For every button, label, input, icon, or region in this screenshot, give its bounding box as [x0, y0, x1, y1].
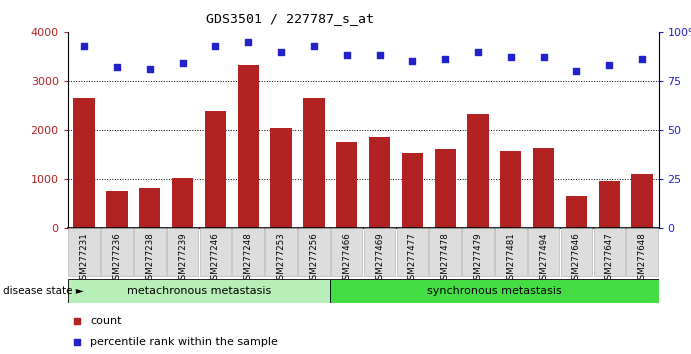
Bar	[533, 148, 554, 228]
FancyBboxPatch shape	[626, 228, 658, 276]
Text: GSM277647: GSM277647	[605, 232, 614, 285]
FancyBboxPatch shape	[298, 228, 330, 276]
Text: GSM277646: GSM277646	[572, 232, 581, 285]
FancyBboxPatch shape	[68, 228, 100, 276]
Point	[604, 62, 615, 68]
Bar	[303, 98, 325, 228]
FancyBboxPatch shape	[397, 228, 428, 276]
Point	[210, 43, 221, 48]
Text: GSM277239: GSM277239	[178, 232, 187, 285]
Text: GSM277246: GSM277246	[211, 232, 220, 285]
Text: metachronous metastasis: metachronous metastasis	[127, 286, 271, 296]
FancyBboxPatch shape	[363, 228, 395, 276]
FancyBboxPatch shape	[528, 228, 560, 276]
Text: GSM277248: GSM277248	[244, 232, 253, 285]
Text: GDS3501 / 227787_s_at: GDS3501 / 227787_s_at	[206, 12, 375, 25]
Point	[308, 43, 319, 48]
Text: GSM277478: GSM277478	[441, 232, 450, 285]
Text: percentile rank within the sample: percentile rank within the sample	[90, 337, 278, 348]
FancyBboxPatch shape	[594, 228, 625, 276]
Bar	[500, 151, 522, 228]
FancyBboxPatch shape	[68, 279, 330, 303]
Point	[341, 53, 352, 58]
FancyBboxPatch shape	[429, 228, 461, 276]
FancyBboxPatch shape	[331, 228, 363, 276]
Bar	[369, 137, 390, 228]
Text: GSM277466: GSM277466	[342, 232, 351, 285]
Text: GSM277231: GSM277231	[79, 232, 88, 285]
Bar	[270, 128, 292, 228]
Bar	[566, 196, 587, 228]
Text: GSM277648: GSM277648	[638, 232, 647, 285]
FancyBboxPatch shape	[167, 228, 198, 276]
Bar	[73, 98, 95, 228]
Point	[79, 43, 90, 48]
Text: GSM277256: GSM277256	[310, 232, 319, 285]
Point	[177, 61, 188, 66]
Text: GSM277238: GSM277238	[145, 232, 154, 285]
Point	[439, 57, 451, 62]
Point	[407, 58, 418, 64]
Point	[538, 55, 549, 60]
FancyBboxPatch shape	[495, 228, 527, 276]
Point	[144, 66, 155, 72]
Bar	[598, 181, 620, 228]
Point	[438, 224, 449, 229]
Point	[505, 55, 516, 60]
Bar	[172, 178, 193, 228]
FancyBboxPatch shape	[560, 228, 592, 276]
Bar	[336, 142, 357, 228]
Point	[243, 39, 254, 45]
Text: GSM277236: GSM277236	[113, 232, 122, 285]
Bar	[435, 149, 456, 228]
Text: GSM277477: GSM277477	[408, 232, 417, 285]
Bar	[632, 174, 653, 228]
FancyBboxPatch shape	[462, 228, 494, 276]
Point	[374, 53, 385, 58]
Text: GSM277494: GSM277494	[539, 232, 548, 285]
FancyBboxPatch shape	[200, 228, 231, 276]
Point	[636, 57, 647, 62]
FancyBboxPatch shape	[134, 228, 166, 276]
Text: GSM277481: GSM277481	[507, 232, 515, 285]
FancyBboxPatch shape	[101, 228, 133, 276]
Point	[111, 64, 122, 70]
Text: GSM277253: GSM277253	[276, 232, 285, 285]
Bar	[467, 114, 489, 228]
Bar	[139, 188, 160, 228]
Text: disease state ►: disease state ►	[3, 286, 84, 296]
Bar	[106, 192, 128, 228]
FancyBboxPatch shape	[232, 228, 264, 276]
Point	[571, 68, 582, 74]
Text: GSM277479: GSM277479	[473, 232, 482, 285]
Text: count: count	[90, 316, 122, 326]
Point	[473, 48, 484, 54]
Bar	[205, 112, 226, 228]
Bar	[238, 65, 259, 228]
Bar	[401, 153, 423, 228]
FancyBboxPatch shape	[330, 279, 659, 303]
Text: GSM277469: GSM277469	[375, 232, 384, 285]
Point	[438, 27, 449, 33]
Point	[276, 48, 287, 54]
FancyBboxPatch shape	[265, 228, 297, 276]
Text: synchronous metastasis: synchronous metastasis	[427, 286, 562, 296]
